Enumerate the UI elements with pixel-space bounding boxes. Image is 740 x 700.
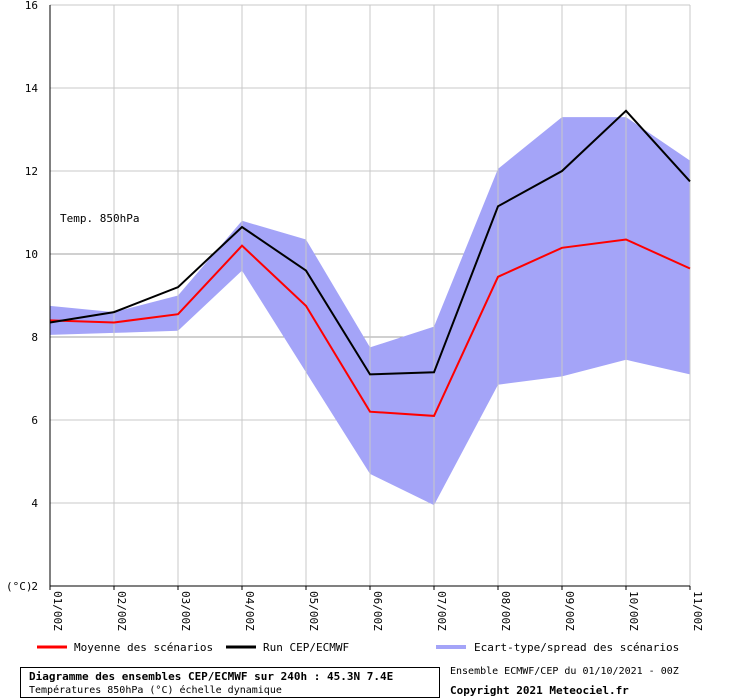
footer-subtitle: Températures 850hPa (°C) échelle dynamiq…	[29, 685, 282, 696]
x-tick-label: 02/00Z	[115, 591, 128, 631]
footer-box: Diagramme des ensembles CEP/ECMWF sur 24…	[20, 667, 440, 698]
x-tick-label: 10/00Z	[627, 591, 640, 631]
spread-band	[50, 117, 690, 506]
y-tick-label: 6	[31, 414, 38, 427]
legend-label-mean: Moyenne des scénarios	[74, 641, 213, 654]
y-axis-label: (°C)	[6, 580, 33, 593]
x-tick-label: 07/00Z	[435, 591, 448, 631]
legend: Moyenne des scénarios Run CEP/ECMWF Ecar…	[37, 641, 679, 654]
x-tick-label: 08/00Z	[499, 591, 512, 631]
y-tick-label: 4	[31, 497, 38, 510]
chart-annotation: Temp. 850hPa	[60, 212, 139, 225]
x-tick-label: 05/00Z	[307, 591, 320, 631]
y-tick-label: 12	[25, 165, 38, 178]
y-tick-label: 14	[25, 82, 39, 95]
footer-copyright: Copyright 2021 Meteociel.fr	[450, 684, 629, 697]
series-line-mean	[49, 238, 691, 417]
x-tick-label: 04/00Z	[243, 591, 256, 631]
y-tick-labels: 2 4 6 8 10 12 14 16	[25, 0, 39, 593]
footer-title: Diagramme des ensembles CEP/ECMWF sur 24…	[29, 670, 394, 683]
y-tick-label: 10	[25, 248, 38, 261]
x-tick-label: 03/00Z	[179, 591, 192, 631]
x-tick-label: 11/00Z	[691, 591, 704, 631]
footer-info: Ensemble ECMWF/CEP du 01/10/2021 - 00Z	[450, 666, 679, 677]
x-tick-labels: 01/00Z 02/00Z 03/00Z 04/00Z 05/00Z 06/00Z 07/0…	[51, 591, 704, 631]
y-tick-label: 16	[25, 0, 38, 12]
series-line-run	[49, 109, 691, 376]
y-tick-label: 2	[31, 580, 38, 593]
x-tick-label: 09/00Z	[563, 591, 576, 631]
x-tick-label: 01/00Z	[51, 591, 64, 631]
chart: 2 4 6 8 10 12 14 16 01/00Z 02/00Z 03/00Z 04/00Z 05/…	[6, 0, 704, 654]
legend-label-run: Run CEP/ECMWF	[263, 641, 349, 654]
x-tick-label: 06/00Z	[371, 591, 384, 631]
legend-label-spread: Ecart-type/spread des scénarios	[474, 641, 679, 654]
grid-vertical	[49, 5, 691, 590]
y-tick-label: 8	[31, 331, 38, 344]
